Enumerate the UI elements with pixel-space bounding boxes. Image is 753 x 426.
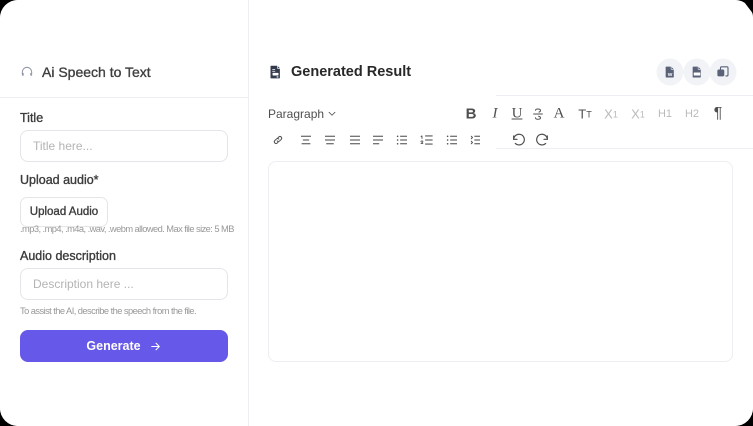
svg-text:W: W <box>668 72 673 78</box>
